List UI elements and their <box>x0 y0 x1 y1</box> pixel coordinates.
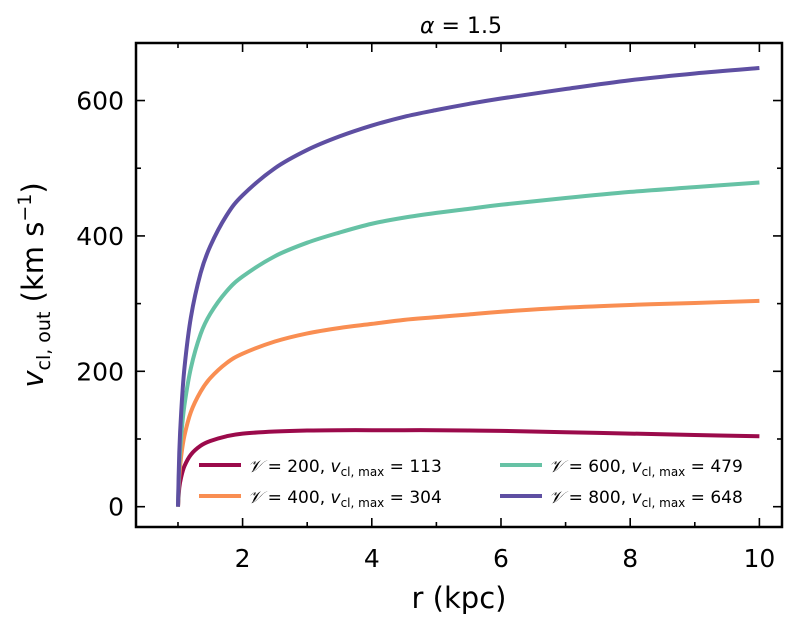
plot-area <box>134 41 784 529</box>
x-tick-label-8: 8 <box>622 544 638 573</box>
legend-v-value-400: 400 <box>287 488 319 508</box>
legend-v-value-800: 800 <box>588 488 620 508</box>
legend-vmax-value-113: 113 <box>409 457 441 477</box>
legend-vmax-value-648: 648 <box>710 488 742 508</box>
legend-entry-v600: 𝒱 = 600, vcl, max = 479 <box>500 457 743 479</box>
svg-text:𝒱 = 200, vcl, max = 113: 𝒱 = 200, vcl, max = 113 <box>248 457 442 479</box>
series-line-v200 <box>175 428 760 507</box>
x-tick-label-4: 4 <box>364 544 380 573</box>
legend-entry-v200: 𝒱 = 200, vcl, max = 113 <box>199 457 442 479</box>
legend-vmax-value-479: 479 <box>710 457 742 477</box>
legend-v-value-200: 200 <box>287 457 319 477</box>
x-tick-label-6: 6 <box>493 544 509 573</box>
x-tick-label-10: 10 <box>743 544 775 573</box>
legend-entry-v800: 𝒱 = 800, vcl, max = 648 <box>500 488 743 510</box>
y-tick-label-0: 0 <box>108 493 124 522</box>
y-tick-label-600: 600 <box>76 87 124 116</box>
legend-entry-v400: 𝒱 = 400, vcl, max = 304 <box>199 488 442 510</box>
tick-group: 2 4 6 8 10 0 200 400 600 <box>76 43 782 573</box>
series-line-v400 <box>175 298 760 507</box>
svg-text:𝒱 = 400, vcl, max = 304: 𝒱 = 400, vcl, max = 304 <box>248 488 442 510</box>
y-tick-label-200: 200 <box>76 357 124 386</box>
legend-v-value-600: 600 <box>588 457 620 477</box>
legend: 𝒱 = 200, vcl, max = 113 𝒱 = 400, vcl, ma… <box>199 457 743 510</box>
series-line-v600 <box>175 180 760 507</box>
x-axis-label: r (kpc) <box>412 581 507 615</box>
svg-text:𝒱 = 800, vcl, max = 648: 𝒱 = 800, vcl, max = 648 <box>549 488 743 510</box>
y-axis-label: vcl, out (km s−1) <box>14 182 55 387</box>
y-tick-label-400: 400 <box>76 222 124 251</box>
series-line-v800 <box>175 66 760 507</box>
chart-title: α = 1.5 <box>420 14 502 39</box>
svg-text:𝒱 = 600, vcl, max = 479: 𝒱 = 600, vcl, max = 479 <box>549 457 743 479</box>
series-lines <box>175 66 760 507</box>
x-tick-label-2: 2 <box>235 544 251 573</box>
legend-vmax-value-304: 304 <box>409 488 441 508</box>
